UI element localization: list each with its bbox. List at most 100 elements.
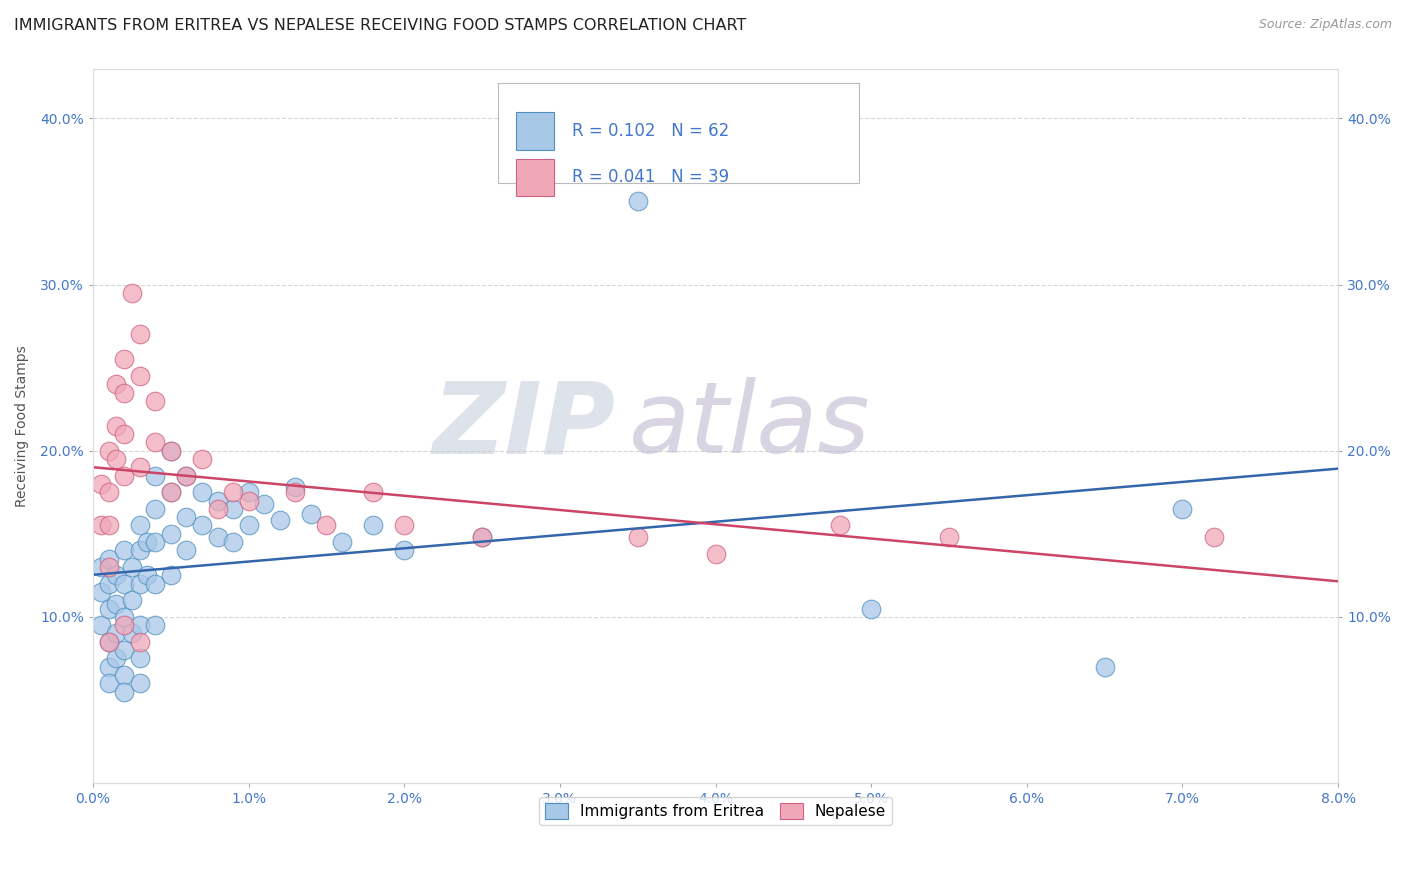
Point bbox=[112, 543, 135, 558]
Point bbox=[269, 514, 291, 528]
Text: R = 0.041   N = 39: R = 0.041 N = 39 bbox=[572, 169, 730, 186]
Point bbox=[112, 468, 135, 483]
Point bbox=[238, 518, 260, 533]
Point bbox=[143, 535, 166, 549]
Point bbox=[112, 576, 135, 591]
Point bbox=[1202, 530, 1225, 544]
Point bbox=[105, 418, 128, 433]
Point bbox=[394, 543, 416, 558]
Point bbox=[160, 485, 183, 500]
Point bbox=[97, 635, 120, 649]
Point bbox=[207, 530, 229, 544]
Point bbox=[238, 493, 260, 508]
Point bbox=[143, 618, 166, 632]
Point bbox=[143, 468, 166, 483]
Point bbox=[121, 560, 143, 574]
Point bbox=[143, 393, 166, 408]
Point bbox=[128, 368, 150, 383]
Point bbox=[860, 601, 883, 615]
Point bbox=[143, 576, 166, 591]
Point bbox=[315, 518, 337, 533]
Point bbox=[105, 626, 128, 640]
Point bbox=[97, 443, 120, 458]
Point bbox=[112, 610, 135, 624]
Point bbox=[128, 543, 150, 558]
Point bbox=[105, 597, 128, 611]
Point bbox=[222, 535, 245, 549]
Point bbox=[222, 485, 245, 500]
Point bbox=[97, 676, 120, 690]
Point bbox=[121, 285, 143, 300]
Point bbox=[121, 593, 143, 607]
Point bbox=[136, 568, 159, 582]
Point bbox=[112, 385, 135, 400]
Point bbox=[361, 518, 384, 533]
Point bbox=[105, 568, 128, 582]
Point bbox=[160, 485, 183, 500]
Point bbox=[207, 493, 229, 508]
Point bbox=[121, 626, 143, 640]
Point bbox=[97, 551, 120, 566]
Point bbox=[394, 518, 416, 533]
Y-axis label: Receiving Food Stamps: Receiving Food Stamps bbox=[15, 345, 30, 507]
Point bbox=[97, 485, 120, 500]
Text: atlas: atlas bbox=[628, 377, 870, 475]
Text: IMMIGRANTS FROM ERITREA VS NEPALESE RECEIVING FOOD STAMPS CORRELATION CHART: IMMIGRANTS FROM ERITREA VS NEPALESE RECE… bbox=[14, 18, 747, 33]
Point bbox=[471, 530, 494, 544]
Point bbox=[176, 468, 198, 483]
Point bbox=[191, 485, 214, 500]
Point bbox=[112, 427, 135, 442]
Point bbox=[97, 576, 120, 591]
Point bbox=[136, 535, 159, 549]
Text: ZIP: ZIP bbox=[433, 377, 616, 475]
Point bbox=[160, 568, 183, 582]
Point bbox=[90, 585, 112, 599]
Point bbox=[105, 377, 128, 392]
Point bbox=[207, 501, 229, 516]
Point bbox=[90, 618, 112, 632]
Point bbox=[128, 651, 150, 665]
Point bbox=[627, 530, 650, 544]
Point bbox=[160, 443, 183, 458]
Point bbox=[1094, 659, 1116, 673]
Point bbox=[128, 576, 150, 591]
FancyBboxPatch shape bbox=[516, 112, 554, 150]
Point bbox=[128, 676, 150, 690]
Point bbox=[299, 507, 322, 521]
Point bbox=[253, 497, 276, 511]
Point bbox=[128, 635, 150, 649]
Point bbox=[128, 327, 150, 342]
Point bbox=[704, 547, 727, 561]
Point bbox=[143, 435, 166, 450]
Point bbox=[330, 535, 353, 549]
Point bbox=[105, 452, 128, 467]
Point bbox=[112, 684, 135, 698]
Text: R = 0.102   N = 62: R = 0.102 N = 62 bbox=[572, 122, 730, 140]
Point bbox=[238, 485, 260, 500]
Point bbox=[222, 501, 245, 516]
Point bbox=[112, 643, 135, 657]
Point bbox=[112, 668, 135, 682]
Point bbox=[627, 194, 650, 209]
Point bbox=[97, 560, 120, 574]
Point bbox=[112, 618, 135, 632]
Legend: Immigrants from Eritrea, Nepalese: Immigrants from Eritrea, Nepalese bbox=[538, 797, 893, 825]
Point bbox=[828, 518, 851, 533]
Point bbox=[128, 618, 150, 632]
Point bbox=[90, 477, 112, 491]
Point bbox=[160, 443, 183, 458]
Text: Source: ZipAtlas.com: Source: ZipAtlas.com bbox=[1258, 18, 1392, 31]
Point bbox=[176, 468, 198, 483]
Point bbox=[361, 485, 384, 500]
Point bbox=[938, 530, 960, 544]
Point bbox=[97, 659, 120, 673]
Point bbox=[97, 635, 120, 649]
Point bbox=[90, 560, 112, 574]
Point bbox=[105, 651, 128, 665]
Point bbox=[284, 480, 307, 494]
Point bbox=[143, 501, 166, 516]
Point bbox=[471, 530, 494, 544]
Point bbox=[191, 452, 214, 467]
Point bbox=[128, 518, 150, 533]
Point bbox=[90, 518, 112, 533]
